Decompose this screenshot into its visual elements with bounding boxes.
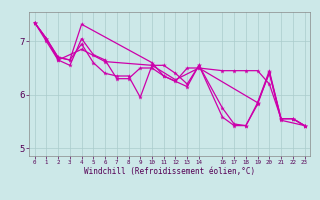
- X-axis label: Windchill (Refroidissement éolien,°C): Windchill (Refroidissement éolien,°C): [84, 167, 255, 176]
